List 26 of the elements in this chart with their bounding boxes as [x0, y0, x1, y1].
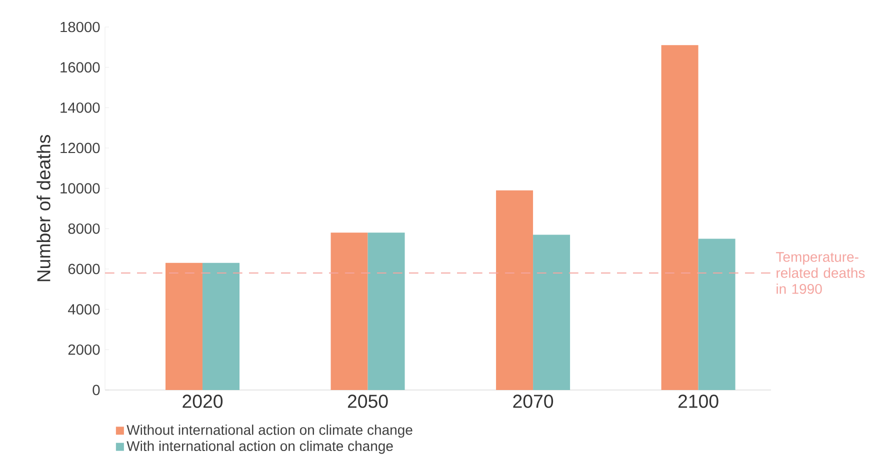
y-tick-label: 10000 [60, 183, 100, 194]
y-axis-title: Number of deaths [36, 135, 50, 282]
x-tick-label: 2070 [513, 394, 554, 408]
y-tick-label: 14000 [60, 102, 100, 113]
bar [496, 190, 534, 390]
bar [166, 262, 203, 390]
legend-label: With international action on climate change [126, 440, 393, 454]
y-tick-label: 12000 [60, 142, 100, 154]
y-tick-label: 18000 [60, 22, 100, 32]
y-tick-label: 6000 [68, 264, 100, 274]
y-tick-label: 8000 [68, 223, 100, 234]
y-tick-label: 2000 [68, 344, 100, 355]
bar [661, 45, 698, 390]
x-tick-label: 2050 [348, 394, 388, 408]
bar [533, 234, 570, 390]
bar [368, 232, 405, 390]
bar [698, 238, 736, 390]
ref-line-label: Temperature-related deaths in 1990 [776, 252, 865, 294]
x-tick-label: 2100 [678, 394, 718, 408]
bar [330, 232, 368, 390]
bar [202, 262, 240, 390]
legend-label: Without international action on climate change [126, 424, 412, 438]
y-tick-label: 4000 [68, 304, 100, 315]
y-tick-label: 16000 [60, 62, 100, 73]
y-tick-label: 0 [92, 384, 100, 396]
x-tick-label: 2020 [182, 394, 223, 408]
